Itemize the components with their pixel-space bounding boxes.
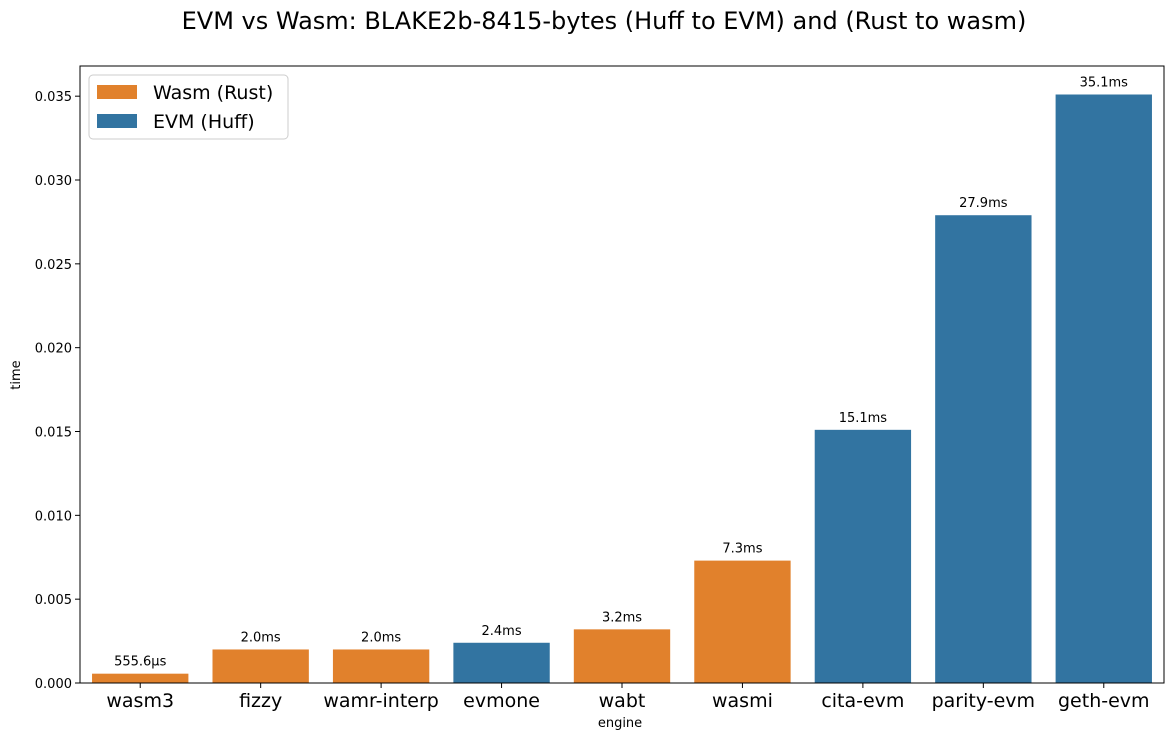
bar-label-evmone: 2.4ms (481, 624, 521, 639)
bar-cita-evm (814, 429, 912, 683)
x-tick-label-evmone: evmone (463, 690, 540, 712)
x-tick-label-wamr-interp: wamr-interp (323, 690, 438, 712)
bar-label-cita-evm: 15.1ms (839, 411, 888, 426)
bar-labels-group: 555.6µs 2.0ms 2.0ms 2.4ms 3.2ms 7.3ms 15.1ms 27… (114, 76, 1128, 670)
bar-label-geth-evm: 35.1ms (1080, 76, 1129, 91)
x-tick-label-geth-evm: geth-evm (1058, 690, 1150, 712)
legend-label-wasm: Wasm (Rust) (153, 82, 273, 104)
x-tick-label-wasm3: wasm3 (106, 690, 174, 712)
bar-wasm3 (92, 673, 189, 683)
plot-area: 555.6µs 2.0ms 2.0ms 2.4ms 3.2ms 7.3ms 15.1ms 27… (35, 65, 1165, 712)
bar-geth-evm (1055, 94, 1152, 683)
bar-label-parity-evm: 27.9ms (959, 196, 1008, 211)
bar-label-fizzy: 2.0ms (241, 630, 281, 645)
y-axis-label: time (9, 360, 24, 389)
y-tick-label-0: 0.000 (35, 677, 72, 692)
x-tick-label-parity-evm: parity-evm (932, 690, 1035, 712)
y-tick-label-6: 0.030 (35, 174, 72, 189)
x-axis-ticks: wasm3 fizzy wamr-interp evmone wabt wasmi cita… (106, 683, 1150, 712)
x-tick-label-fizzy: fizzy (239, 690, 282, 712)
legend-swatch-wasm (97, 85, 137, 99)
bar-wabt (573, 629, 671, 683)
y-axis-ticks: 0.000 0.005 0.010 0.015 0.020 0.025 0.030 0.035 (35, 90, 80, 692)
legend: Wasm (Rust) EVM (Huff) (88, 74, 289, 140)
chart-title: EVM vs Wasm: BLAKE2b-8415-bytes (Huff to… (182, 7, 1027, 35)
bar-fizzy (212, 649, 309, 683)
bars-group (92, 94, 1152, 683)
x-tick-label-wasmi: wasmi (712, 690, 773, 712)
bar-label-wasmi: 7.3ms (722, 542, 762, 557)
y-tick-label-2: 0.010 (35, 509, 72, 524)
bar-label-wasm3: 555.6µs (114, 655, 166, 670)
y-tick-label-3: 0.015 (35, 426, 72, 441)
bar-label-wabt: 3.2ms (602, 610, 642, 625)
x-axis-label: engine (598, 716, 642, 731)
y-tick-label-7: 0.035 (35, 90, 72, 105)
y-tick-label-5: 0.025 (35, 258, 72, 273)
x-tick-label-cita-evm: cita-evm (821, 690, 904, 712)
legend-frame (88, 74, 289, 140)
bar-wasmi (694, 560, 791, 683)
bar-evmone (453, 642, 550, 683)
bar-wamr-interp (332, 649, 430, 683)
bar-parity-evm (935, 215, 1032, 683)
y-tick-label-4: 0.020 (35, 342, 72, 357)
bar-label-wamr-interp: 2.0ms (361, 630, 401, 645)
y-tick-label-1: 0.005 (35, 593, 72, 608)
x-tick-label-wabt: wabt (599, 690, 646, 712)
legend-swatch-evm (97, 114, 137, 128)
legend-label-evm: EVM (Huff) (153, 111, 255, 133)
